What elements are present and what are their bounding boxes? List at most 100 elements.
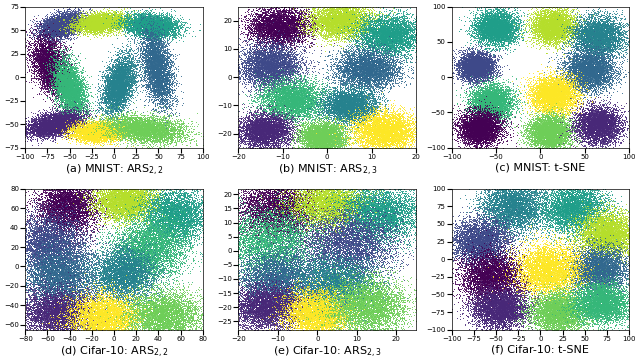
Point [218, 200, 228, 206]
Point [612, 317, 623, 323]
Point [248, 72, 259, 78]
Point [543, 109, 553, 115]
Point [465, 119, 475, 125]
Point [29, 318, 40, 324]
Point [154, 232, 164, 238]
Point [84, 127, 95, 132]
Point [345, 295, 355, 301]
Point [152, 41, 162, 47]
Point [463, 80, 473, 86]
Point [65, 125, 75, 131]
Point [488, 249, 498, 255]
Point [38, 17, 49, 23]
Point [559, 76, 569, 82]
Point [580, 192, 591, 198]
Point [327, 129, 337, 135]
Point [585, 272, 595, 278]
Point [540, 101, 550, 107]
Point [386, 114, 396, 120]
Point [578, 71, 588, 77]
Point [271, 134, 281, 139]
Point [354, 306, 364, 312]
Point [488, 304, 498, 309]
Point [529, 302, 540, 308]
Point [598, 313, 608, 318]
Point [138, 239, 148, 245]
Point [308, 210, 318, 216]
Point [92, 21, 102, 27]
Point [107, 90, 117, 96]
Point [47, 124, 58, 130]
Point [579, 320, 589, 325]
Point [87, 128, 97, 134]
Point [575, 27, 586, 33]
Point [263, 142, 273, 148]
Point [490, 125, 500, 131]
Point [596, 201, 607, 206]
Point [596, 37, 606, 43]
Point [116, 302, 126, 308]
Point [140, 213, 150, 219]
Point [549, 285, 559, 291]
Point [147, 127, 157, 132]
Point [127, 189, 138, 195]
Point [241, 249, 252, 255]
Point [60, 55, 70, 61]
Point [159, 117, 169, 123]
Point [324, 130, 334, 136]
Point [89, 24, 99, 29]
Point [534, 104, 544, 110]
Point [149, 120, 159, 126]
Point [525, 278, 536, 284]
Point [100, 174, 111, 179]
Point [136, 132, 147, 138]
Point [177, 297, 187, 303]
Point [533, 126, 543, 132]
Point [364, 204, 374, 210]
Point [467, 256, 477, 262]
Point [492, 100, 502, 106]
Point [49, 122, 60, 128]
Point [555, 262, 565, 268]
Point [568, 261, 579, 267]
Point [522, 215, 532, 221]
Point [102, 332, 112, 338]
Point [349, 294, 359, 300]
Point [559, 301, 570, 307]
Point [543, 109, 553, 115]
Point [272, 24, 282, 30]
Point [128, 73, 138, 79]
Point [604, 302, 614, 308]
Point [334, 309, 344, 315]
Point [367, 279, 377, 285]
Point [106, 265, 116, 270]
Point [330, 239, 340, 245]
Point [454, 259, 465, 265]
Point [334, 13, 344, 19]
Point [160, 55, 170, 60]
Point [104, 323, 115, 329]
Point [324, 261, 335, 266]
Point [315, 139, 325, 145]
Point [388, 207, 399, 213]
Point [504, 270, 515, 276]
Point [31, 322, 41, 328]
Point [278, 62, 288, 67]
Point [612, 304, 622, 309]
Point [576, 257, 586, 263]
Point [87, 335, 97, 341]
Point [65, 94, 76, 99]
Point [313, 201, 323, 207]
Point [526, 91, 536, 97]
Point [474, 145, 484, 151]
Point [342, 286, 353, 292]
Point [65, 94, 76, 100]
Point [477, 119, 488, 125]
Point [334, 138, 344, 143]
Point [122, 26, 132, 32]
Point [369, 38, 380, 44]
Point [265, 27, 275, 32]
Point [538, 118, 548, 124]
Point [124, 275, 134, 281]
Point [41, 40, 51, 46]
